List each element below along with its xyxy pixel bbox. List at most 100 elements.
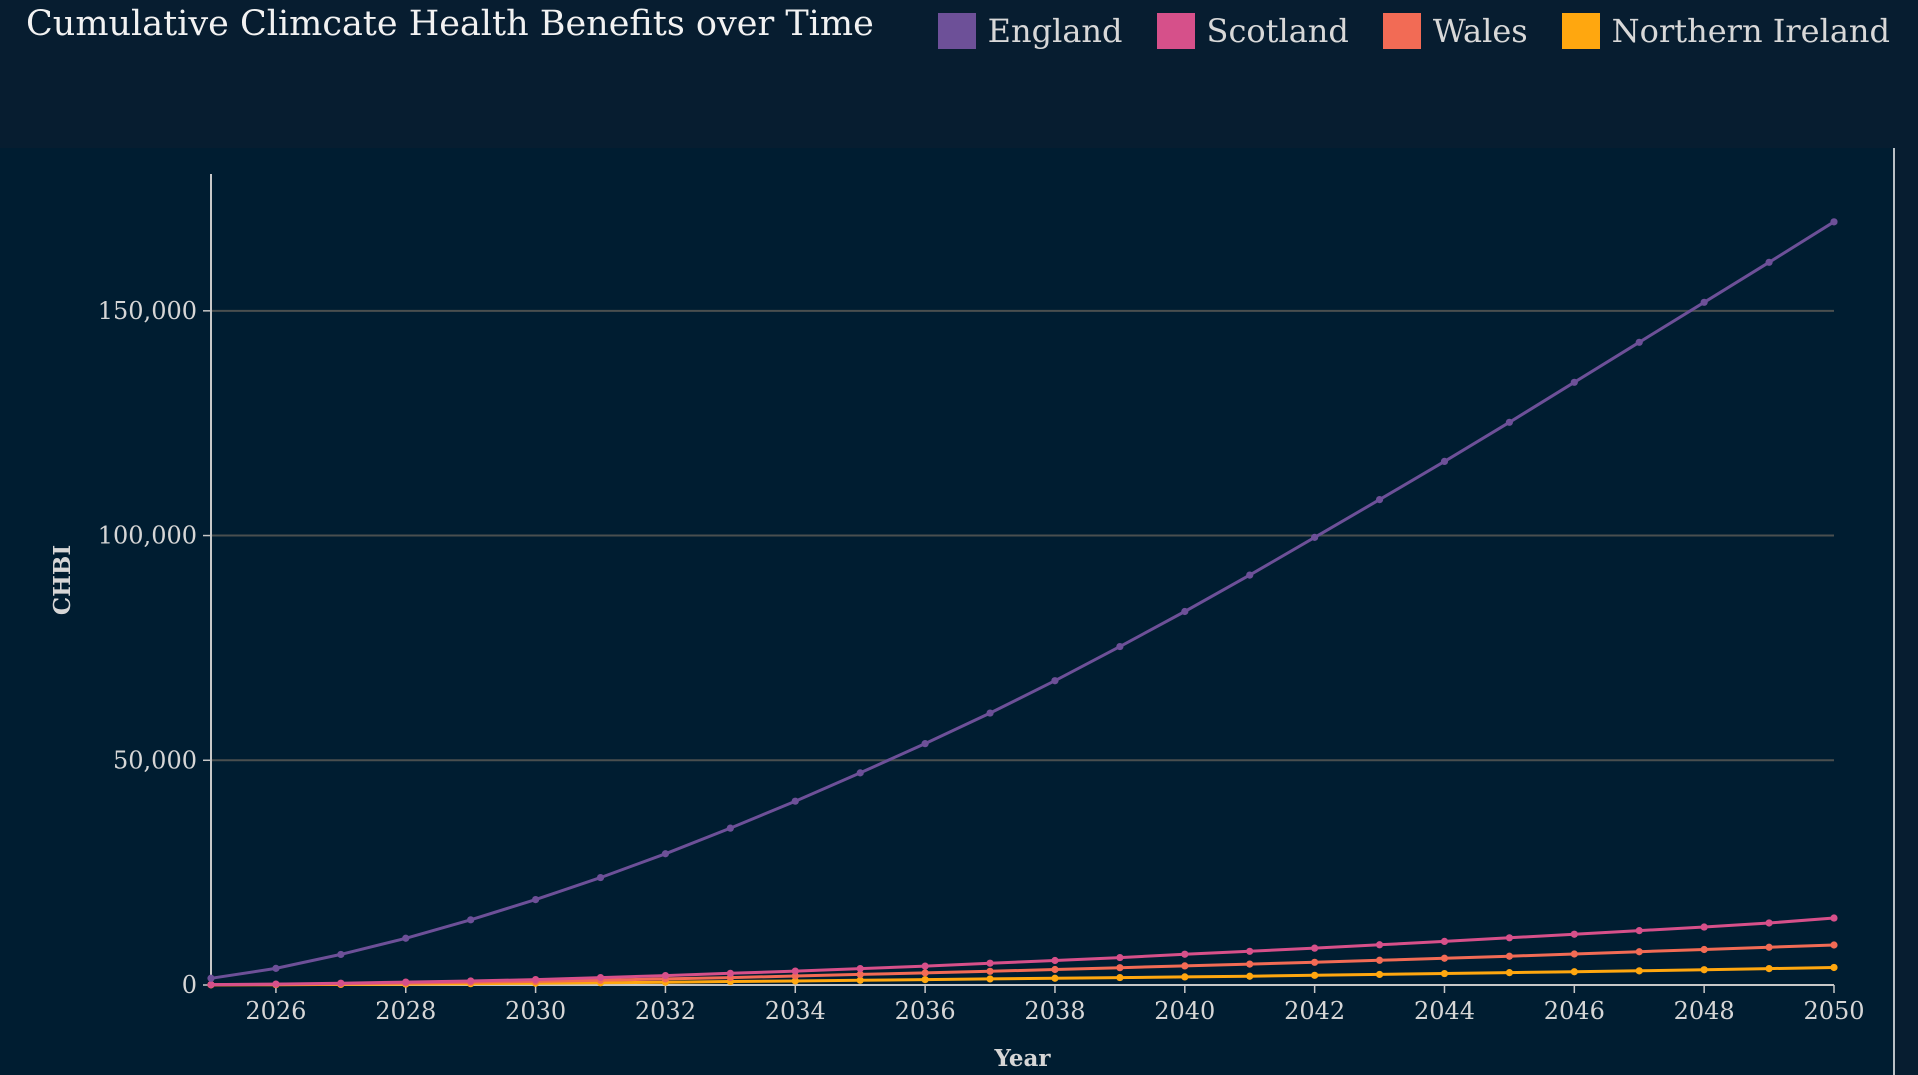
- data-point-scotland: [1830, 914, 1838, 922]
- data-point-scotland: [1051, 956, 1059, 965]
- data-point-scotland: [1765, 919, 1773, 927]
- data-point-scotland: [1181, 950, 1189, 958]
- x-tick-label: 2038: [1024, 997, 1085, 1025]
- data-point-scotland: [532, 976, 540, 984]
- data-point-wales: [1635, 948, 1643, 956]
- data-point-england: [986, 709, 994, 717]
- legend: England Scotland Wales Northern Ireland: [904, 12, 1890, 50]
- data-point-england: [402, 934, 410, 942]
- x-tick-label: 2034: [765, 997, 826, 1025]
- data-point-england: [921, 740, 929, 748]
- legend-swatch-scotland: [1156, 13, 1195, 49]
- legend-label-england: England: [987, 12, 1123, 50]
- data-point-scotland: [1375, 941, 1384, 949]
- data-point-wales: [1505, 952, 1513, 960]
- data-point-scotland: [791, 967, 799, 975]
- plot-panel: 0 50,000 100,000 150,000 2026 2028 2030 2032 203…: [0, 148, 1895, 1075]
- legend-label-northern-ireland: Northern Ireland: [1611, 12, 1890, 50]
- data-point-england: [1311, 533, 1319, 541]
- x-tick-label: 2028: [375, 997, 436, 1025]
- data-point-scotland: [1440, 937, 1449, 946]
- data-point-northern-ireland: [1311, 971, 1319, 979]
- data-point-wales: [1181, 962, 1189, 970]
- data-point-scotland: [207, 981, 215, 989]
- data-point-england: [1051, 677, 1059, 685]
- data-point-wales: [791, 972, 799, 980]
- data-point-northern-ireland: [791, 977, 799, 985]
- data-point-northern-ireland: [1181, 973, 1189, 981]
- data-point-england: [207, 974, 215, 982]
- data-point-scotland: [856, 964, 864, 973]
- data-point-scotland: [1311, 944, 1319, 952]
- y-tick-label: 0: [182, 971, 197, 999]
- data-point-scotland: [1570, 930, 1578, 938]
- data-point-england: [791, 797, 799, 805]
- legend-label-scotland: Scotland: [1206, 12, 1349, 50]
- series-lines: [207, 218, 1838, 989]
- chart-title: Cumulative Climcate Health Benefits over…: [26, 4, 874, 44]
- legend-item-wales[interactable]: Wales: [1382, 12, 1528, 50]
- series-line-england: [210, 220, 1835, 980]
- data-point-northern-ireland: [1765, 964, 1773, 973]
- data-point-england: [532, 896, 540, 904]
- data-point-northern-ireland: [986, 975, 994, 983]
- data-point-northern-ireland: [921, 976, 929, 984]
- data-point-wales: [1570, 950, 1578, 958]
- data-point-wales: [856, 970, 864, 979]
- data-point-scotland: [1505, 934, 1513, 942]
- x-tick-label: 2050: [1803, 997, 1864, 1025]
- x-tick-label: 2036: [895, 997, 956, 1025]
- data-point-wales: [1700, 945, 1708, 954]
- data-point-england: [661, 850, 670, 858]
- x-axis-title: Year: [993, 1045, 1051, 1072]
- y-tick-label: 50,000: [113, 746, 197, 774]
- data-point-wales: [1830, 941, 1838, 949]
- series-england: [207, 218, 1838, 982]
- data-point-scotland: [337, 979, 345, 987]
- data-point-scotland: [1635, 927, 1643, 935]
- data-point-northern-ireland: [1570, 968, 1578, 976]
- data-point-england: [272, 964, 280, 972]
- x-tick-label: 2048: [1674, 997, 1735, 1025]
- data-point-wales: [1765, 943, 1773, 951]
- data-point-northern-ireland: [1830, 963, 1838, 972]
- data-point-wales: [986, 967, 994, 975]
- data-point-scotland: [402, 978, 410, 986]
- data-point-scotland: [596, 973, 605, 982]
- data-point-scotland: [726, 969, 734, 977]
- x-tick-label: 2042: [1284, 997, 1345, 1025]
- x-tick-label: 2030: [505, 997, 566, 1025]
- legend-swatch-northern-ireland: [1561, 13, 1600, 49]
- data-point-england: [1116, 642, 1124, 651]
- line-chart: 0 50,000 100,000 150,000 2026 2028 2030 2032 203…: [49, 174, 1865, 1072]
- gridlines: [211, 309, 1834, 762]
- data-point-england: [1440, 457, 1449, 465]
- axes: 0 50,000 100,000 150,000 2026 2028 2030 2032 203…: [98, 174, 1865, 1025]
- data-point-northern-ireland: [1440, 969, 1449, 978]
- data-point-northern-ireland: [1375, 970, 1384, 979]
- legend-item-scotland[interactable]: Scotland: [1156, 12, 1349, 50]
- data-point-wales: [1116, 964, 1124, 972]
- data-point-northern-ireland: [1505, 969, 1513, 977]
- data-point-wales: [921, 969, 929, 977]
- data-point-scotland: [1116, 953, 1124, 962]
- data-point-scotland: [986, 959, 994, 967]
- legend-swatch-england: [937, 13, 976, 49]
- data-point-northern-ireland: [856, 976, 864, 984]
- legend-item-northern-ireland[interactable]: Northern Ireland: [1561, 12, 1890, 50]
- data-point-england: [1700, 298, 1708, 306]
- x-tick-label: 2040: [1154, 997, 1215, 1025]
- legend-item-england[interactable]: England: [937, 12, 1123, 50]
- data-point-scotland: [272, 980, 280, 988]
- data-point-england: [1570, 378, 1578, 386]
- data-point-scotland: [921, 962, 929, 970]
- series-line-scotland: [210, 916, 1835, 987]
- data-point-england: [1505, 418, 1513, 426]
- x-tick-label: 2026: [245, 997, 306, 1025]
- y-axis-title: CHBI: [49, 545, 76, 615]
- data-point-scotland: [467, 977, 475, 985]
- legend-swatch-wales: [1382, 13, 1421, 49]
- x-tick-label: 2044: [1414, 997, 1475, 1025]
- data-point-england: [1765, 258, 1773, 266]
- data-point-england: [337, 950, 345, 959]
